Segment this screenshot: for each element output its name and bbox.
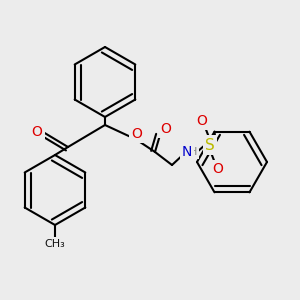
Text: S: S (205, 137, 215, 152)
Text: O: O (213, 162, 224, 176)
Text: O: O (132, 127, 142, 141)
Text: O: O (196, 114, 207, 128)
Text: O: O (160, 122, 171, 136)
Text: N: N (182, 145, 192, 159)
Text: O: O (32, 125, 42, 139)
Text: CH₃: CH₃ (45, 239, 65, 249)
Text: H: H (189, 147, 197, 157)
